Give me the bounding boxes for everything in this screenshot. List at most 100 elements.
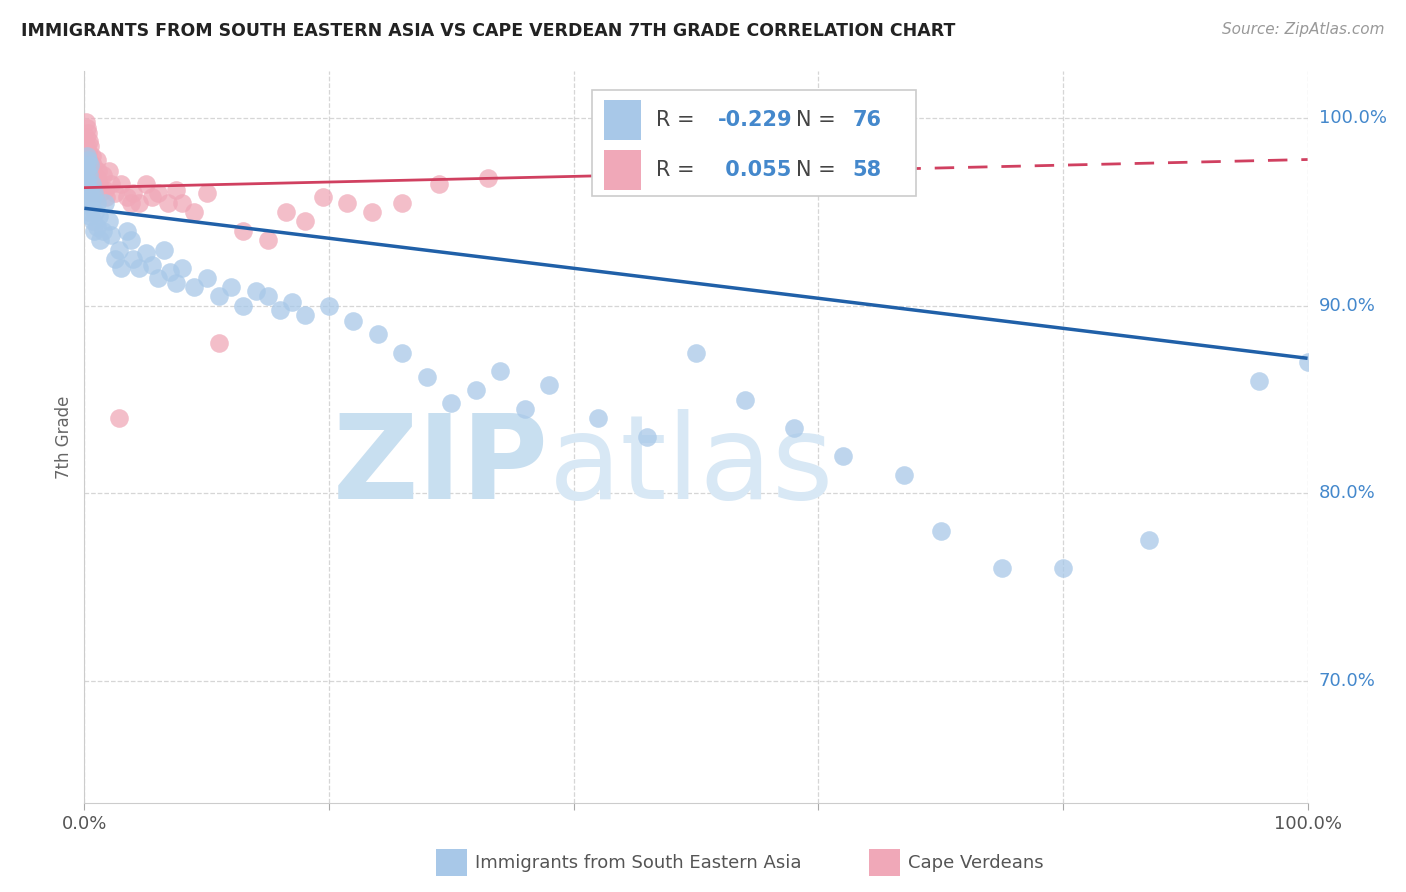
Point — [391, 195, 413, 210]
Point — [172, 261, 194, 276]
Text: atlas: atlas — [550, 409, 835, 524]
Text: N =: N = — [796, 111, 842, 130]
Point — [79, 158, 101, 172]
Point — [79, 209, 101, 223]
Point — [77, 134, 100, 148]
Text: N =: N = — [796, 160, 842, 180]
Point — [312, 190, 335, 204]
Point — [79, 139, 101, 153]
Point — [79, 177, 101, 191]
Point — [96, 190, 118, 204]
Text: Immigrants from South Eastern Asia: Immigrants from South Eastern Asia — [475, 855, 801, 872]
Point — [245, 284, 267, 298]
Point — [1296, 355, 1319, 369]
Point — [135, 246, 157, 260]
Text: 70.0%: 70.0% — [1319, 672, 1375, 690]
Point — [75, 158, 97, 172]
Point — [1247, 374, 1270, 388]
Point — [77, 153, 100, 167]
Point — [77, 186, 100, 201]
Point — [1137, 533, 1160, 548]
Point — [156, 195, 179, 210]
Text: R =: R = — [655, 111, 700, 130]
FancyBboxPatch shape — [592, 90, 917, 195]
Point — [82, 177, 104, 191]
Point — [87, 209, 110, 223]
Point — [208, 289, 231, 303]
Point — [1052, 561, 1074, 575]
Point — [276, 205, 298, 219]
Point — [416, 370, 439, 384]
Point — [464, 383, 486, 397]
Point — [232, 224, 254, 238]
Point — [76, 149, 98, 163]
Point — [84, 205, 107, 219]
Text: 0.055: 0.055 — [718, 160, 792, 180]
Point — [195, 270, 218, 285]
Text: Source: ZipAtlas.com: Source: ZipAtlas.com — [1222, 22, 1385, 37]
Point — [141, 190, 163, 204]
Point — [360, 205, 382, 219]
Point — [94, 195, 117, 210]
Point — [122, 252, 145, 266]
Text: ZIP: ZIP — [333, 409, 550, 524]
Point — [82, 158, 104, 172]
Point — [115, 190, 138, 204]
Point — [165, 182, 187, 196]
Point — [232, 299, 254, 313]
Point — [89, 233, 111, 247]
Y-axis label: 7th Grade: 7th Grade — [55, 395, 73, 479]
Point — [83, 168, 105, 182]
Point — [91, 168, 114, 182]
Point — [831, 449, 853, 463]
Point — [100, 177, 122, 191]
FancyBboxPatch shape — [605, 100, 641, 140]
Point — [115, 224, 138, 238]
Point — [367, 326, 389, 341]
Point — [86, 171, 108, 186]
Point — [440, 396, 463, 410]
Point — [77, 195, 100, 210]
Point — [76, 153, 98, 167]
Point — [153, 243, 176, 257]
Point — [336, 195, 359, 210]
Point — [929, 524, 952, 538]
Point — [86, 220, 108, 235]
Point — [97, 163, 120, 178]
Text: 58: 58 — [852, 160, 882, 180]
Point — [104, 252, 127, 266]
Point — [76, 139, 98, 153]
Point — [165, 277, 187, 291]
Point — [281, 295, 304, 310]
Point — [80, 168, 103, 182]
Text: 80.0%: 80.0% — [1319, 484, 1375, 502]
Point — [783, 420, 806, 434]
Point — [257, 289, 280, 303]
Point — [489, 364, 512, 378]
Point — [82, 214, 104, 228]
Point — [79, 158, 101, 172]
Point — [91, 224, 114, 238]
Point — [257, 233, 280, 247]
Point — [294, 308, 316, 322]
Point — [427, 177, 450, 191]
Point — [87, 163, 110, 178]
Point — [120, 195, 142, 210]
Point — [76, 120, 98, 135]
Point — [75, 115, 97, 129]
Point — [82, 190, 104, 204]
Point — [86, 153, 108, 167]
Point — [77, 205, 100, 219]
Text: Cape Verdeans: Cape Verdeans — [908, 855, 1043, 872]
Point — [128, 261, 150, 276]
Point — [86, 195, 108, 210]
Point — [83, 224, 105, 238]
Point — [76, 163, 98, 178]
Point — [80, 177, 103, 191]
Point — [342, 314, 364, 328]
Point — [84, 177, 107, 191]
Point — [80, 201, 103, 215]
Text: R =: R = — [655, 160, 700, 180]
Point — [89, 186, 111, 201]
Point — [77, 168, 100, 182]
